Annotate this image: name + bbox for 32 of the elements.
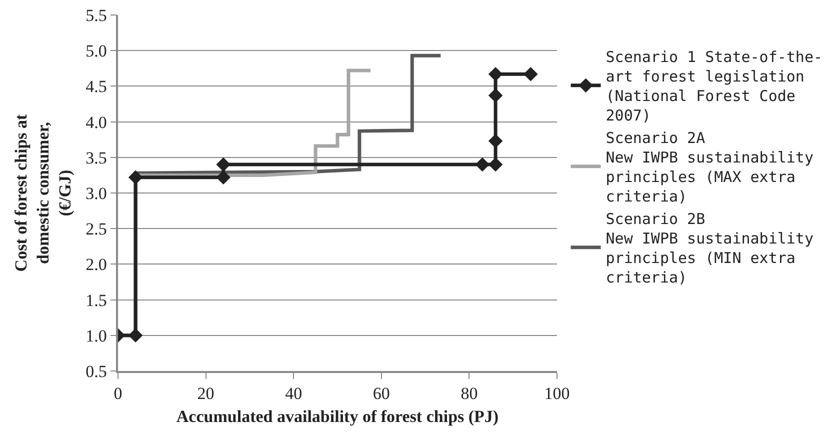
y-tick-label: 2.0 bbox=[86, 255, 107, 274]
y-tick-label: 1.0 bbox=[86, 326, 107, 346]
x-tick-label: 60 bbox=[372, 384, 390, 404]
point bbox=[488, 134, 503, 148]
y-tick-label: 4.5 bbox=[86, 77, 107, 96]
point bbox=[475, 157, 490, 172]
x-tick-label: 40 bbox=[285, 384, 302, 404]
y-axis-title: Cost of forest chips at domestic consumer, (€/GJ) bbox=[11, 114, 75, 272]
y-tick-label: 1.5 bbox=[86, 290, 107, 310]
point bbox=[488, 157, 503, 172]
y-tick-label: 3.0 bbox=[86, 184, 107, 203]
y-tick-label: 3.5 bbox=[86, 148, 107, 168]
point bbox=[216, 170, 231, 184]
point bbox=[128, 170, 143, 184]
y-tick-label: 4.0 bbox=[86, 112, 107, 132]
y-tick-label: 0.5 bbox=[86, 362, 107, 381]
x-axis-title: Accumulated availability of forest chips (PJ) bbox=[176, 407, 499, 426]
legend-label: Scenario 2B New IWPB sustainability principles (MIN extra criteria) bbox=[606, 210, 814, 287]
x-tick-label: 0 bbox=[114, 384, 122, 404]
y-tick-label: 5.5 bbox=[86, 6, 107, 25]
y-tick-label: 2.5 bbox=[86, 220, 107, 239]
point bbox=[488, 66, 503, 82]
point bbox=[524, 66, 538, 82]
x-tick-label: 20 bbox=[197, 384, 214, 404]
legend-label: Scenario 2A New IWPB sustainability principles (MAX extra criteria) bbox=[606, 129, 814, 206]
legend-label: Scenario 1 State-of-the-art forest legislation (National Forest Code 2007) bbox=[606, 48, 823, 125]
point bbox=[488, 88, 503, 103]
y-tick-label: 5.0 bbox=[86, 42, 107, 61]
point bbox=[216, 157, 231, 172]
x-tick-label: 80 bbox=[460, 384, 478, 404]
x-tick-label: 100 bbox=[544, 384, 570, 404]
point bbox=[128, 328, 143, 343]
